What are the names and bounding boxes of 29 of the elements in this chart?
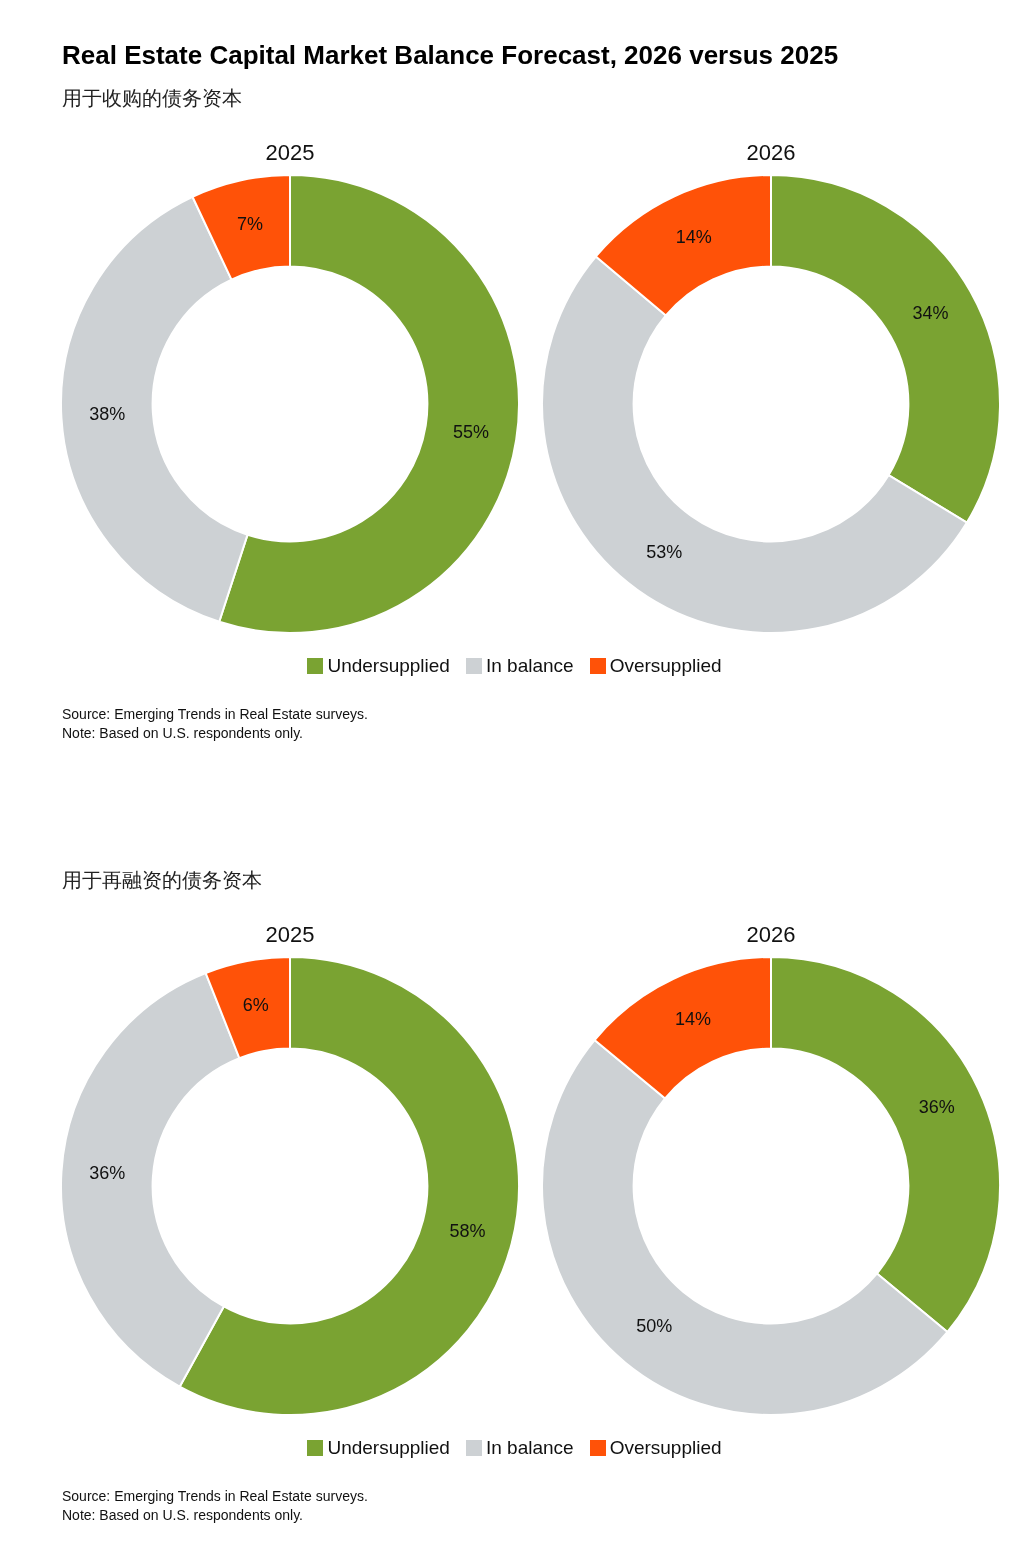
legend-label: Oversupplied xyxy=(608,655,722,677)
data-label: 38% xyxy=(89,404,126,425)
legend-label: Undersupplied xyxy=(326,655,450,677)
data-label: 58% xyxy=(449,1220,486,1241)
slice-label: 2026 xyxy=(745,140,797,167)
data-label: 36% xyxy=(89,1163,126,1184)
slice-label: 2025 xyxy=(264,922,316,949)
data-label: 14% xyxy=(674,1009,712,1030)
text: Note: Based on U.S. respondents only. xyxy=(62,725,303,741)
data-label: 34% xyxy=(912,303,949,324)
data-label: 7% xyxy=(237,214,264,235)
chart-subtitle: 用于再融资的债务资本 xyxy=(62,867,262,894)
data-label: 50% xyxy=(636,1316,673,1337)
legend-label: In balance xyxy=(484,1437,574,1459)
text: Note: Based on U.S. respondents only. xyxy=(62,1507,303,1523)
source-note: Source: Emerging Trends in Real Estate surveys. xyxy=(62,1488,368,1504)
data-label: 53% xyxy=(646,541,683,562)
chart-subtitle: 用于收购的债务资本 xyxy=(62,85,242,112)
source-note: Source: Emerging Trends in Real Estate surveys. xyxy=(62,706,368,722)
slice-label: 2025 xyxy=(264,140,316,167)
legend-label: Undersupplied xyxy=(326,1437,450,1459)
legend-label: In balance xyxy=(484,655,574,677)
data-label: 36% xyxy=(918,1096,955,1117)
data-label: 14% xyxy=(675,226,712,247)
chart-title: Real Estate Capital Market Balance Forecast, 2026 versus 2025 xyxy=(62,40,839,71)
data-label: 55% xyxy=(452,421,489,442)
legend-label: Oversupplied xyxy=(608,1437,722,1459)
data-label: 6% xyxy=(242,995,269,1016)
slice-label: 2026 xyxy=(745,922,797,949)
